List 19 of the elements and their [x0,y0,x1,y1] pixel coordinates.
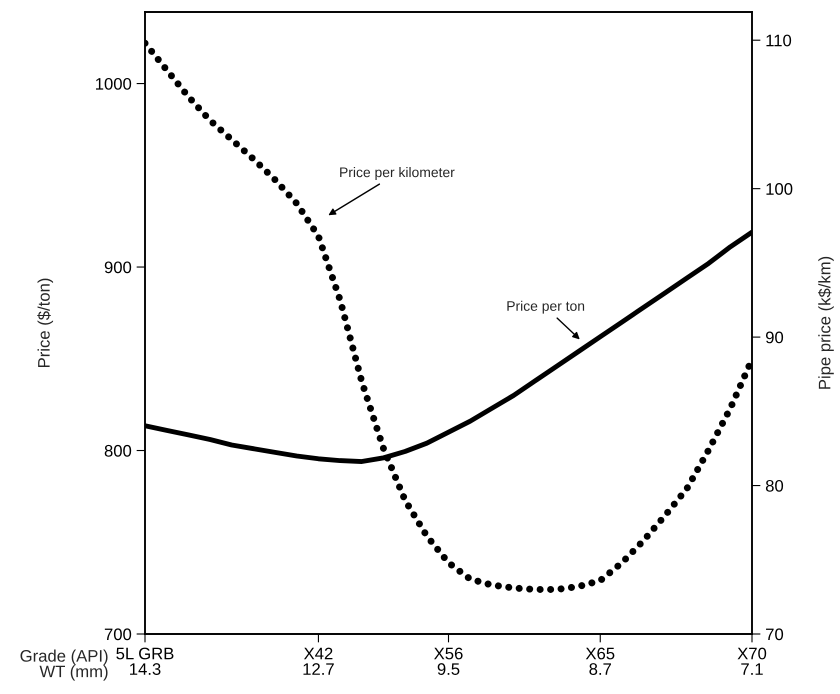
y2-tick-label: 70 [766,628,784,640]
y2-tick-label: 90 [766,332,784,344]
y-tick-label: 800 [104,444,132,457]
x-tick-label: 5L GRB 14.3 [116,648,174,675]
y2-tick-label: 110 [766,34,792,46]
y-axis-title: Price ($/ton) [37,278,54,368]
y-tick-label: 900 [104,261,132,274]
x-axis-title: Grade (API) WT (mm) [20,650,108,681]
x-tick-label: X70 7.1 [738,648,766,675]
y2-axis-title: Pipe price (k$/km) [818,256,834,389]
annotation: Price per ton [507,300,584,314]
x-tick-label: X56 9.5 [434,648,463,675]
annotation: Price per kilometer [340,166,455,180]
y2-tick-label: 80 [766,480,784,492]
y-tick-label: 700 [104,628,132,640]
y-tick-label: 1000 [96,78,132,90]
x-tick-label: X42 12.7 [303,648,334,675]
y2-tick-label: 100 [766,183,792,195]
x-tick-label: X65 8.7 [586,648,614,675]
